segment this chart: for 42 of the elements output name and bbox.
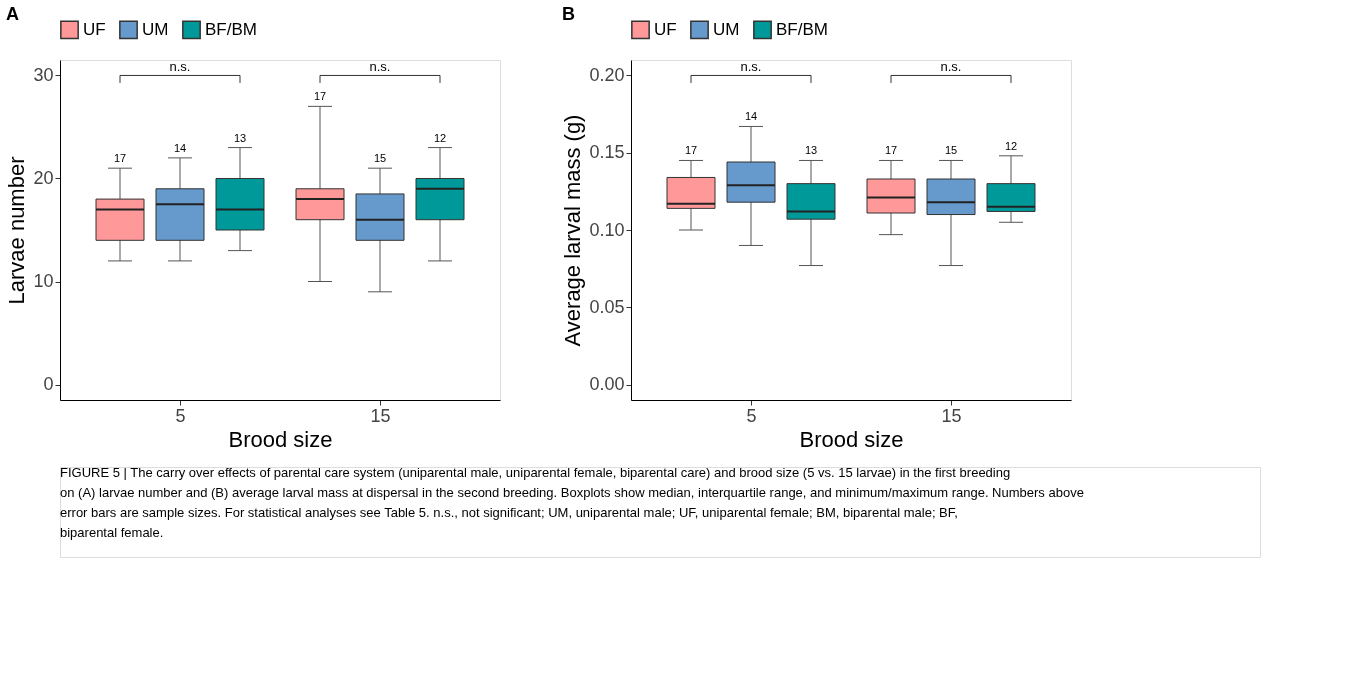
x-axis-title: Brood size <box>228 426 333 452</box>
x-tick-label: 15 <box>370 405 391 426</box>
x-tick-label: 15 <box>941 405 962 426</box>
text: 17 <box>684 144 698 157</box>
y-tick-label: 0.00 <box>589 374 625 395</box>
caption: FIGURE 5 | The carry over effects of parental care system (uniparental male, uniparental female, biparental care) and brood size (5 vs. 15 larvae) in the first breeding on (A) larvae number and (B) average larval mass at dispersal in the second breeding. Boxplots show median, interquartile range, and minimum/maximum range. Numbers above error bars are sample sizes. For statistical analyses see Table 5. n.s., not significant; UM, uniparental male; UF, uniparental female; BM, biparental male; BF, biparental female. <box>60 465 1084 540</box>
annotation: n.s. <box>369 59 391 75</box>
y-axis-title: Average larval mass (g) <box>560 114 586 347</box>
text: 14 <box>744 110 758 123</box>
text: 15 <box>944 144 958 157</box>
x-axis-title: Brood size <box>799 426 904 452</box>
text: 14 <box>173 141 187 154</box>
y-axis-title: Larvae number <box>4 156 30 305</box>
text: 17 <box>113 152 127 165</box>
y-tick-label: 0.10 <box>589 219 625 240</box>
chart-title: A <box>5 4 19 24</box>
y-tick-label: 0 <box>43 374 54 395</box>
text: 15 <box>373 152 387 165</box>
y-tick-label: 20 <box>33 167 54 188</box>
text: 13 <box>233 131 247 144</box>
y-tick-label: 0.20 <box>589 64 625 85</box>
text: 12 <box>1004 139 1018 152</box>
legend-label: UM <box>142 19 169 39</box>
chart-title: B <box>561 4 575 24</box>
legend-label: UF <box>83 19 106 39</box>
legend-label: UF <box>654 19 677 39</box>
annotation: n.s. <box>169 59 191 75</box>
text: 12 <box>433 131 447 144</box>
x-tick-label: 5 <box>746 405 757 426</box>
text: 17 <box>313 90 327 103</box>
y-tick-label: 30 <box>33 64 54 85</box>
legend-label: UM <box>713 19 740 39</box>
text: 13 <box>804 144 818 157</box>
x-tick-label: 5 <box>175 405 186 426</box>
y-tick-label: 10 <box>33 271 54 292</box>
annotation: n.s. <box>740 59 762 75</box>
legend-label: BF/BM <box>776 19 828 39</box>
text: 17 <box>884 144 898 157</box>
annotation: n.s. <box>940 59 962 75</box>
y-tick-label: 0.05 <box>589 296 625 317</box>
legend-label: BF/BM <box>205 19 257 39</box>
y-tick-label: 0.15 <box>589 142 625 163</box>
